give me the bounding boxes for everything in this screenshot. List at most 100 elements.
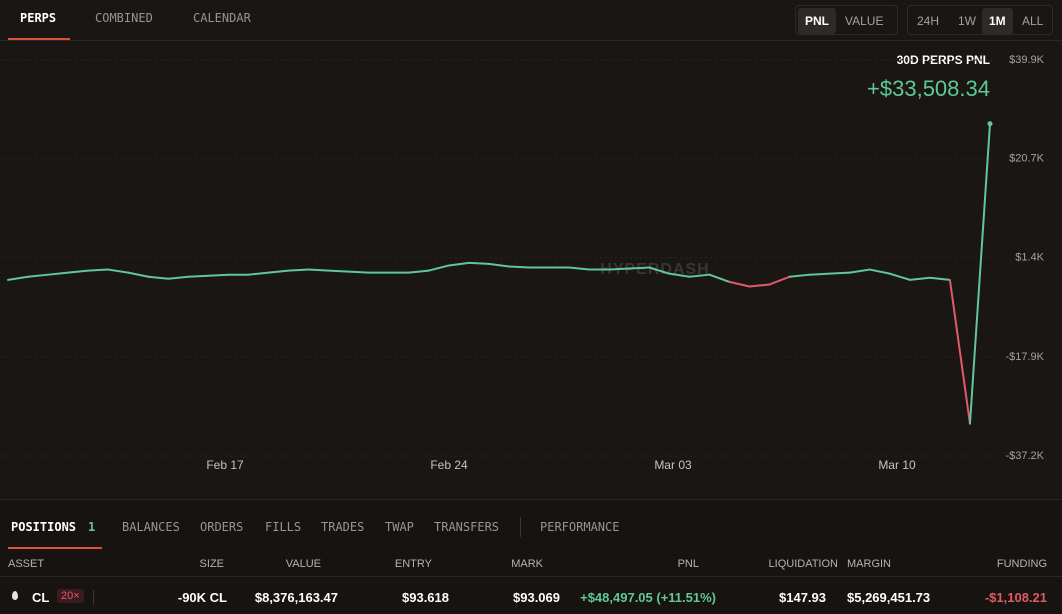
cell-entry: $93.618 [402,590,449,605]
tab[interactable]: PERPS [20,11,57,25]
pnl-line-segment [808,272,831,276]
pnl-line-segment [267,269,290,274]
column-header[interactable]: MARGIN [847,558,891,570]
divider [0,40,1062,41]
range-button[interactable]: 24H [917,14,940,28]
bottom-tab[interactable]: TRANSFERS [434,520,500,534]
pnl-line-segment [207,273,230,277]
y-tick-label: $39.9K [1009,54,1045,66]
pnl-line-segment [67,269,90,274]
pnl-line-segment [427,264,450,272]
pnl-line-segment [848,268,871,274]
chart-title: 30D PERPS PNL [897,53,990,67]
cell-funding: -$1,108.21 [984,590,1047,605]
mode-group: PNL VALUE [795,5,898,35]
cell-pnl: +$48,497.05 (+11.51%) [580,590,716,605]
cell-size: -90K CL [177,590,227,605]
pnl-line-segment [327,269,350,273]
pnl-line-segment [487,262,511,268]
pnl-line-segment [107,268,130,274]
x-tick-label: Mar 03 [654,458,692,472]
x-tick-label: Feb 24 [430,458,468,472]
bottom-tab[interactable]: TRADES [321,520,365,534]
end-dot [987,121,993,127]
pnl-line-segment [7,275,30,281]
positions-count: 1 [88,520,96,534]
bottom-tab[interactable]: FILLS [265,520,302,534]
column-header[interactable]: ASSET [8,558,45,570]
pnl-line-segment [167,275,190,280]
separator [93,590,94,605]
pnl-line-segment [447,261,470,267]
pnl-line-segment [928,276,951,281]
mode-button[interactable]: PNL [798,8,836,34]
bottom-tab[interactable]: BALANCES [122,520,180,534]
bottom-panel [0,499,1062,614]
pnl-line-segment [27,273,50,278]
pnl-line-segment [307,268,330,272]
pnl-line-segment [968,122,991,425]
column-header[interactable]: VALUE [285,558,321,570]
pnl-line-segment [508,265,531,269]
bottom-tab[interactable]: PERFORMANCE [540,520,620,534]
range-button[interactable]: 1W [958,14,976,28]
pnl-line-segment [347,270,370,274]
column-header[interactable]: FUNDING [996,558,1047,570]
pnl-line-segment [868,268,891,275]
pnl-line-segment [648,266,671,275]
tab-underline [8,547,102,549]
range-button[interactable]: ALL [1022,14,1044,28]
divider [0,576,1062,577]
pnl-line-segment [908,276,931,281]
asset[interactable]: CL [32,590,50,605]
y-tick-label: -$37.2K [1005,450,1044,462]
column-header[interactable]: MARK [511,558,543,570]
pnl-line-segment [608,267,631,271]
cell-mark: $93.069 [513,590,560,605]
cell-liquidation: $147.93 [779,590,826,605]
tab-underline [8,38,70,40]
column-header[interactable]: ENTRY [394,558,432,570]
cell-value: $8,376,163.47 [254,590,338,605]
pnl-line-segment [287,268,310,272]
pnl-line-segment [768,275,791,286]
pnl-line-segment [828,271,851,275]
mode-button[interactable]: VALUE [845,14,884,28]
bottom-tab[interactable]: TWAP [385,520,414,534]
separator [520,517,521,537]
asset-icon [12,591,18,600]
column-header[interactable]: LIQUIDATION [768,558,838,570]
y-tick-label: $1.4K [1015,252,1044,264]
pnl-line-segment [708,273,731,283]
pnl-line-segment [187,274,210,278]
chart: HYPERDASH 30D PERPS PNL +$33,508.34 $39.… [0,53,1045,472]
pnl-line-segment [247,271,270,276]
pnl-line-segment [668,272,691,278]
pnl-line-segment [407,269,430,274]
pnl-line-segment [688,273,711,278]
bottom-tab[interactable]: ORDERS [200,520,244,534]
pnl-line-segment [147,275,170,280]
range-group: 24H 1W 1M ALL [907,5,1053,35]
y-tick-label: -$17.9K [1005,351,1044,363]
pnl-line-segment [568,266,591,271]
pnl-line-segment [948,278,971,425]
pnl-line-segment [728,280,751,288]
pnl-line-segment [47,271,70,276]
pnl-line-segment [788,273,811,278]
pnl-line-segment [888,272,911,281]
column-header[interactable]: PNL [677,558,699,570]
x-tick-label: Mar 10 [878,458,916,472]
leverage-badge: 20× [57,589,84,603]
tab[interactable]: COMBINED [95,11,153,25]
bottom-tab[interactable]: POSITIONS [11,520,77,534]
y-tick-label: $20.7K [1009,153,1045,165]
pnl-line-segment [127,271,150,278]
range-button[interactable]: 1M [982,8,1013,34]
cell-margin: $5,269,451.73 [847,590,931,605]
pnl-line-segment [748,283,771,288]
tab[interactable]: CALENDAR [193,11,251,25]
column-header[interactable]: SIZE [199,558,224,570]
pnl-line-segment [628,266,651,270]
